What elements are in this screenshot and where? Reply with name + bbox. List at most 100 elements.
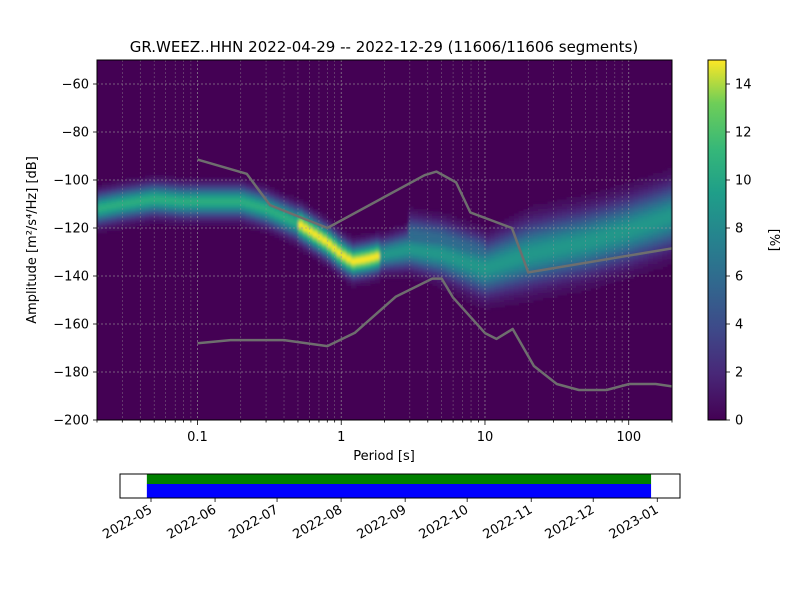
heatmap-cell — [576, 225, 582, 229]
heatmap-cell — [432, 271, 438, 275]
heatmap-cell — [461, 220, 467, 224]
heatmap-cell — [600, 201, 606, 205]
heatmap-cell — [350, 240, 357, 243]
heatmap-cell — [643, 192, 649, 195]
heatmap-cell — [168, 199, 175, 203]
heatmap-cell — [566, 196, 572, 200]
heatmap-cell — [552, 225, 558, 229]
heatmap-cell — [657, 230, 664, 234]
heatmap-cell — [135, 187, 141, 191]
heatmap-cell — [504, 276, 510, 279]
heatmap-cell — [168, 220, 175, 224]
heatmap-cell — [274, 196, 280, 200]
heatmap-cell — [422, 256, 429, 260]
heatmap-cell — [207, 201, 213, 205]
heatmap-cell — [576, 237, 582, 241]
colorbar-tick-label: 10 — [735, 174, 752, 189]
heatmap-cell — [470, 271, 477, 275]
heatmap-cell — [394, 256, 400, 260]
heatmap-cell — [168, 216, 175, 219]
heatmap-cell — [202, 211, 208, 215]
heatmap-cell — [293, 223, 299, 227]
heatmap-cell — [451, 228, 457, 231]
heatmap-cell — [528, 261, 534, 265]
heatmap-cell — [398, 240, 405, 243]
heatmap-cell — [667, 168, 672, 171]
heatmap-cell — [408, 249, 414, 253]
heatmap-cell — [312, 254, 319, 258]
heatmap-cell — [250, 201, 256, 205]
heatmap-cell — [643, 218, 649, 222]
heatmap-cell — [513, 218, 520, 222]
heatmap-cell — [288, 220, 295, 224]
heatmap-cell — [331, 256, 338, 260]
heatmap-cell — [389, 240, 395, 243]
heatmap-cell — [604, 235, 611, 239]
heatmap-cell — [504, 228, 510, 231]
heatmap-cell — [552, 295, 558, 299]
heatmap-cell — [202, 189, 208, 193]
heatmap-cell — [566, 290, 572, 294]
heatmap-cell — [470, 240, 477, 243]
heatmap-cell — [552, 271, 558, 275]
x-axis-label: Period [s] — [353, 449, 415, 464]
heatmap-cell — [303, 223, 309, 227]
heatmap-cell — [619, 184, 625, 188]
heatmap-cell — [250, 199, 256, 203]
heatmap-cell — [341, 244, 347, 248]
heatmap-cell — [255, 192, 261, 195]
heatmap-cell — [624, 189, 630, 193]
heatmap-cell — [403, 235, 410, 239]
heatmap-cell — [600, 264, 606, 267]
heatmap-cell — [576, 268, 582, 272]
heatmap-cell — [418, 211, 424, 215]
heatmap-cell — [628, 244, 635, 248]
heatmap-cell — [595, 206, 601, 210]
heatmap-cell — [370, 252, 376, 255]
heatmap-cell — [370, 273, 376, 277]
heatmap-cell — [513, 220, 520, 224]
heatmap-cell — [446, 261, 453, 265]
heatmap-cell — [365, 268, 371, 272]
heatmap-cell — [341, 232, 347, 236]
heatmap-cell — [226, 220, 232, 224]
heatmap-cell — [494, 300, 501, 303]
heatmap-cell — [604, 268, 611, 272]
heatmap-cell — [374, 235, 381, 239]
heatmap-cell — [619, 244, 625, 248]
heatmap-cell — [346, 276, 352, 279]
heatmap-cell — [437, 225, 443, 229]
heatmap-cell — [168, 213, 175, 217]
heatmap-cell — [207, 184, 213, 188]
heatmap-cell — [317, 256, 323, 260]
heatmap-cell — [465, 254, 472, 258]
heatmap-cell — [494, 264, 501, 267]
heatmap-cell — [125, 218, 132, 222]
heatmap-cell — [240, 187, 247, 191]
heatmap-cell — [130, 194, 136, 198]
heatmap-cell — [580, 283, 587, 287]
heatmap-cell — [648, 213, 654, 217]
heatmap-cell — [485, 285, 491, 289]
heatmap-cell — [394, 247, 400, 251]
heatmap-cell — [384, 242, 390, 246]
heatmap-cell — [250, 225, 256, 229]
heatmap-cell — [451, 292, 457, 296]
heatmap-cell — [346, 252, 352, 255]
heatmap-cell — [528, 285, 534, 289]
heatmap-cell — [547, 292, 553, 296]
heatmap-cell — [350, 235, 357, 239]
heatmap-cell — [212, 196, 218, 200]
heatmap-cell — [667, 189, 672, 193]
heatmap-cell — [264, 230, 271, 234]
heatmap-cell — [547, 276, 553, 279]
heatmap-cell — [212, 216, 218, 219]
heatmap-cell — [350, 252, 357, 255]
heatmap-cell — [643, 259, 649, 263]
heatmap-cell — [216, 211, 223, 215]
heatmap-cell — [408, 273, 414, 277]
timeline-tick-label: 2022-07 — [226, 502, 281, 542]
heatmap-cell — [638, 194, 644, 198]
heatmap-cell — [279, 201, 285, 205]
heatmap-cell — [528, 297, 534, 301]
